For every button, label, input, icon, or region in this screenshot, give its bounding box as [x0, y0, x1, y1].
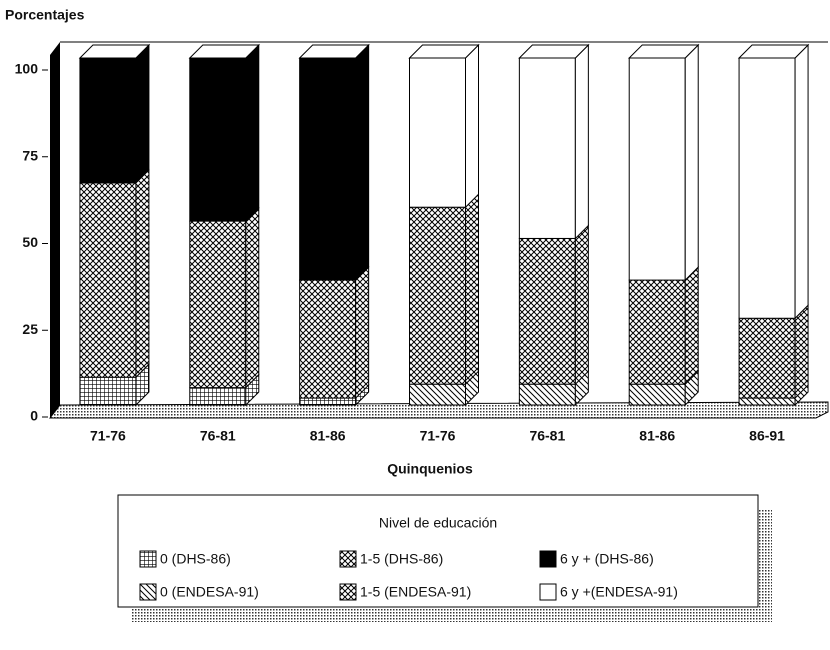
bar-segment	[299, 397, 357, 406]
bar-segment	[738, 57, 796, 319]
legend-swatch	[539, 550, 557, 568]
bar-top	[78, 44, 151, 59]
floor	[48, 401, 829, 419]
y-tick-label: 75	[22, 147, 38, 163]
bar-segment	[628, 383, 686, 406]
bar-side	[574, 224, 589, 386]
bar-side	[574, 43, 589, 240]
bar-side	[465, 193, 479, 386]
bar-top	[188, 44, 260, 59]
bar-segment	[79, 376, 137, 406]
bar-side	[684, 265, 699, 386]
bar-side	[465, 43, 479, 209]
bar-segment	[518, 383, 576, 406]
bar-top	[518, 44, 590, 59]
y-tick-label: 25	[22, 321, 38, 337]
bar-side	[355, 43, 370, 282]
bar-side	[355, 265, 370, 400]
y-tick-label: 50	[22, 234, 38, 250]
bar-top	[737, 44, 810, 59]
bar-segment	[79, 182, 137, 378]
legend-label: 0 (DHS-86)	[160, 551, 231, 567]
legend-swatch	[139, 583, 157, 601]
bar-segment	[518, 237, 576, 385]
x-tick-label: 81-86	[639, 428, 675, 444]
y-tick-label: 100	[15, 61, 39, 77]
bar-segment	[189, 57, 247, 222]
bar-side	[794, 43, 809, 320]
x-tick-label: 81-86	[310, 428, 346, 444]
bar-side	[794, 304, 809, 400]
legend-swatch	[339, 583, 357, 601]
bar-segment	[79, 57, 137, 184]
bar-top	[408, 44, 480, 59]
legend-label: 6 y + (DHS-86)	[560, 551, 654, 567]
x-tick-label: 71-76	[90, 428, 126, 444]
legend-swatch	[139, 550, 157, 568]
bar-side	[135, 43, 150, 185]
bar-segment	[738, 317, 796, 399]
x-tick-label: 71-76	[420, 428, 456, 444]
x-tick-label: 76-81	[200, 428, 236, 444]
bar-segment	[628, 57, 686, 281]
bar-segment	[628, 279, 686, 385]
bar-segment	[299, 279, 357, 399]
bar-segment	[518, 57, 576, 239]
bar-segment	[409, 57, 466, 208]
legend-label: 1-5 (ENDESA-91)	[360, 584, 471, 600]
bar-segment	[189, 220, 247, 389]
legend-label: 0 (ENDESA-91)	[160, 584, 259, 600]
bar-segment	[738, 397, 796, 406]
legend-box	[117, 494, 759, 608]
bar-segment	[189, 387, 247, 406]
left-wall	[50, 42, 60, 418]
legend-swatch	[339, 550, 357, 568]
bar-side	[135, 168, 150, 379]
bar-side	[245, 206, 260, 389]
legend-title: Nivel de educación	[379, 515, 497, 531]
bar-top	[628, 44, 700, 59]
bar-segment	[299, 57, 357, 281]
bar-top	[298, 44, 370, 59]
y-axis-title: Porcentajes	[5, 7, 85, 23]
x-axis-title: Quinquenios	[387, 461, 473, 477]
legend-label: 1-5 (DHS-86)	[360, 551, 443, 567]
bar-segment	[409, 206, 466, 385]
y-tick-label: 0	[30, 408, 38, 424]
x-tick-label: 86-91	[749, 428, 785, 444]
bar-side	[245, 43, 260, 223]
bar-segment	[409, 383, 466, 406]
legend-swatch	[539, 583, 557, 601]
bar-side	[684, 43, 699, 282]
legend-label: 6 y +(ENDESA-91)	[560, 584, 678, 600]
x-tick-label: 76-81	[529, 428, 565, 444]
